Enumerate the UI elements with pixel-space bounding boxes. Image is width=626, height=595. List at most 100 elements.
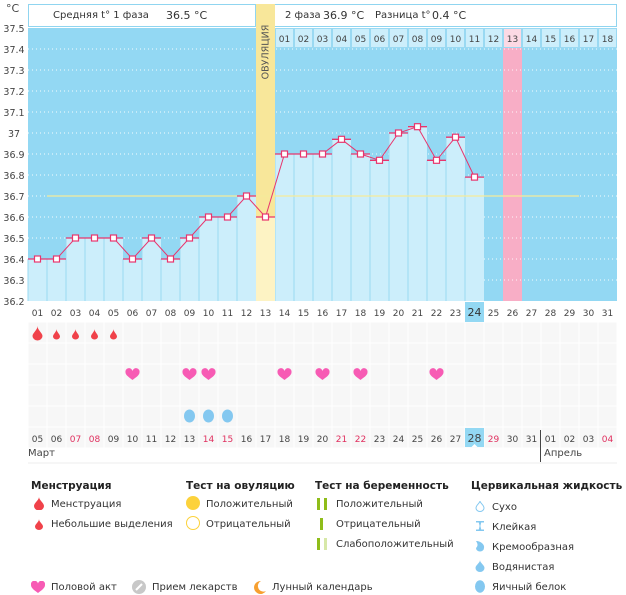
legend-pregnancy-test-title: Тест на беременность: [315, 480, 449, 492]
grid-cell: [351, 406, 370, 427]
grid-cell: [85, 406, 104, 427]
ovulation-negative-icon: [186, 516, 200, 530]
grid-cell: [332, 427, 351, 448]
grid-cell: [427, 322, 446, 343]
y-tick-label: 36.4: [3, 255, 24, 266]
grid-cell: [370, 427, 389, 448]
grid-cell: [142, 364, 161, 385]
phase2-day-label: 06: [374, 35, 386, 45]
cycle-day-label: 10: [203, 309, 215, 319]
grid-cell: [275, 385, 294, 406]
intercourse-icon: [31, 581, 45, 593]
phase2-day-cell: [560, 28, 579, 48]
temperature-point: [33, 255, 42, 263]
y-tick-label: 36.5: [3, 234, 24, 245]
ovulation-bar: [256, 217, 275, 301]
grid-cell: [560, 322, 579, 343]
grid-cell: [579, 364, 598, 385]
legend-pregnancy-faint: Слабоположительный: [336, 539, 454, 550]
grid-cell: [522, 322, 541, 343]
y-tick-label: 37.5: [3, 24, 24, 35]
grid-cell: [256, 364, 275, 385]
legend-pregnancy-negative: Отрицательный: [336, 519, 421, 530]
phase2-day-cell: [579, 28, 598, 48]
grid-cell: [47, 364, 66, 385]
cycle-day-label: 09: [184, 309, 196, 319]
grid-cell: [560, 406, 579, 427]
temperature-bar: [465, 177, 484, 301]
phase2-day-label: 07: [393, 35, 404, 45]
grid-cell: [256, 427, 275, 448]
grid-cell: [541, 385, 560, 406]
expected-period-column: [503, 28, 522, 301]
grid-cell: [560, 385, 579, 406]
cycle-day-label: 04: [89, 309, 101, 319]
phase2-day-label: 02: [298, 35, 309, 45]
cycle-day-label: 25: [488, 309, 499, 319]
grid-cell: [541, 364, 560, 385]
phase2-day-cell: [446, 28, 465, 48]
grid-cell: [370, 385, 389, 406]
grid-cell: [408, 427, 427, 448]
phase2-day-label: 10: [450, 35, 462, 45]
grid-cell: [351, 343, 370, 364]
grid-cell: [313, 385, 332, 406]
legend-cervical-fluid-title: Цервикальная жидкость: [471, 480, 623, 492]
grid-cell: [142, 406, 161, 427]
phase2-day-cell: [275, 28, 294, 48]
cycle-day-label: 02: [51, 309, 62, 319]
grid-cell: [484, 343, 503, 364]
cf-egg-white-icon: [222, 409, 233, 423]
cf-egg-white-icon: [475, 580, 485, 593]
calendar-date-label: 16: [241, 435, 253, 445]
grid-cell: [503, 343, 522, 364]
phase2-day-label: 03: [317, 35, 328, 45]
grid-cell: [218, 364, 237, 385]
y-tick-label: 37.3: [3, 66, 24, 77]
spotting-icon: [110, 329, 117, 340]
grid-cell: [370, 406, 389, 427]
pregnancy-negative-icon: [320, 518, 323, 530]
legend-intercourse: Половой акт: [51, 582, 117, 593]
grid-cell: [389, 427, 408, 448]
grid-cell: [484, 427, 503, 448]
grid-cell: [313, 427, 332, 448]
calendar-date-label: 15: [222, 435, 233, 445]
grid-cell: [104, 364, 123, 385]
grid-cell: [484, 406, 503, 427]
calendar-date-label: 08: [89, 435, 101, 445]
grid-cell: [161, 427, 180, 448]
temperature-bar: [446, 137, 465, 301]
temperature-bar: [123, 259, 142, 301]
grid-cell: [389, 364, 408, 385]
cycle-day-label: 03: [70, 309, 81, 319]
phase2-day-cell: [522, 28, 541, 48]
phase2-day-label: 13: [507, 35, 518, 45]
grid-cell: [294, 364, 313, 385]
grid-cell: [332, 343, 351, 364]
intercourse-icon: [201, 368, 216, 380]
cycle-day-label: 18: [355, 309, 367, 319]
medication-icon: [132, 580, 146, 594]
temperature-bar: [28, 259, 47, 301]
grid-cell: [199, 322, 218, 343]
grid-cell: [218, 343, 237, 364]
grid-cell: [104, 385, 123, 406]
grid-cell: [427, 343, 446, 364]
cycle-day-label: 19: [374, 309, 386, 319]
grid-cell: [66, 385, 85, 406]
cycle-day-label: 05: [108, 309, 119, 319]
cycle-day-label: 21: [412, 309, 423, 319]
grid-cell: [47, 385, 66, 406]
temperature-point: [356, 150, 365, 158]
temperature-bar: [66, 238, 85, 301]
grid-cell: [218, 322, 237, 343]
cf-sticky-icon: [476, 521, 484, 531]
grid-cell: [332, 322, 351, 343]
grid-cell: [142, 322, 161, 343]
grid-cell: [237, 364, 256, 385]
grid-cell: [237, 343, 256, 364]
y-tick-label: 37.4: [3, 45, 24, 56]
cycle-day-label: 11: [222, 309, 233, 319]
legend-cf-watery: Водянистая: [492, 562, 555, 573]
